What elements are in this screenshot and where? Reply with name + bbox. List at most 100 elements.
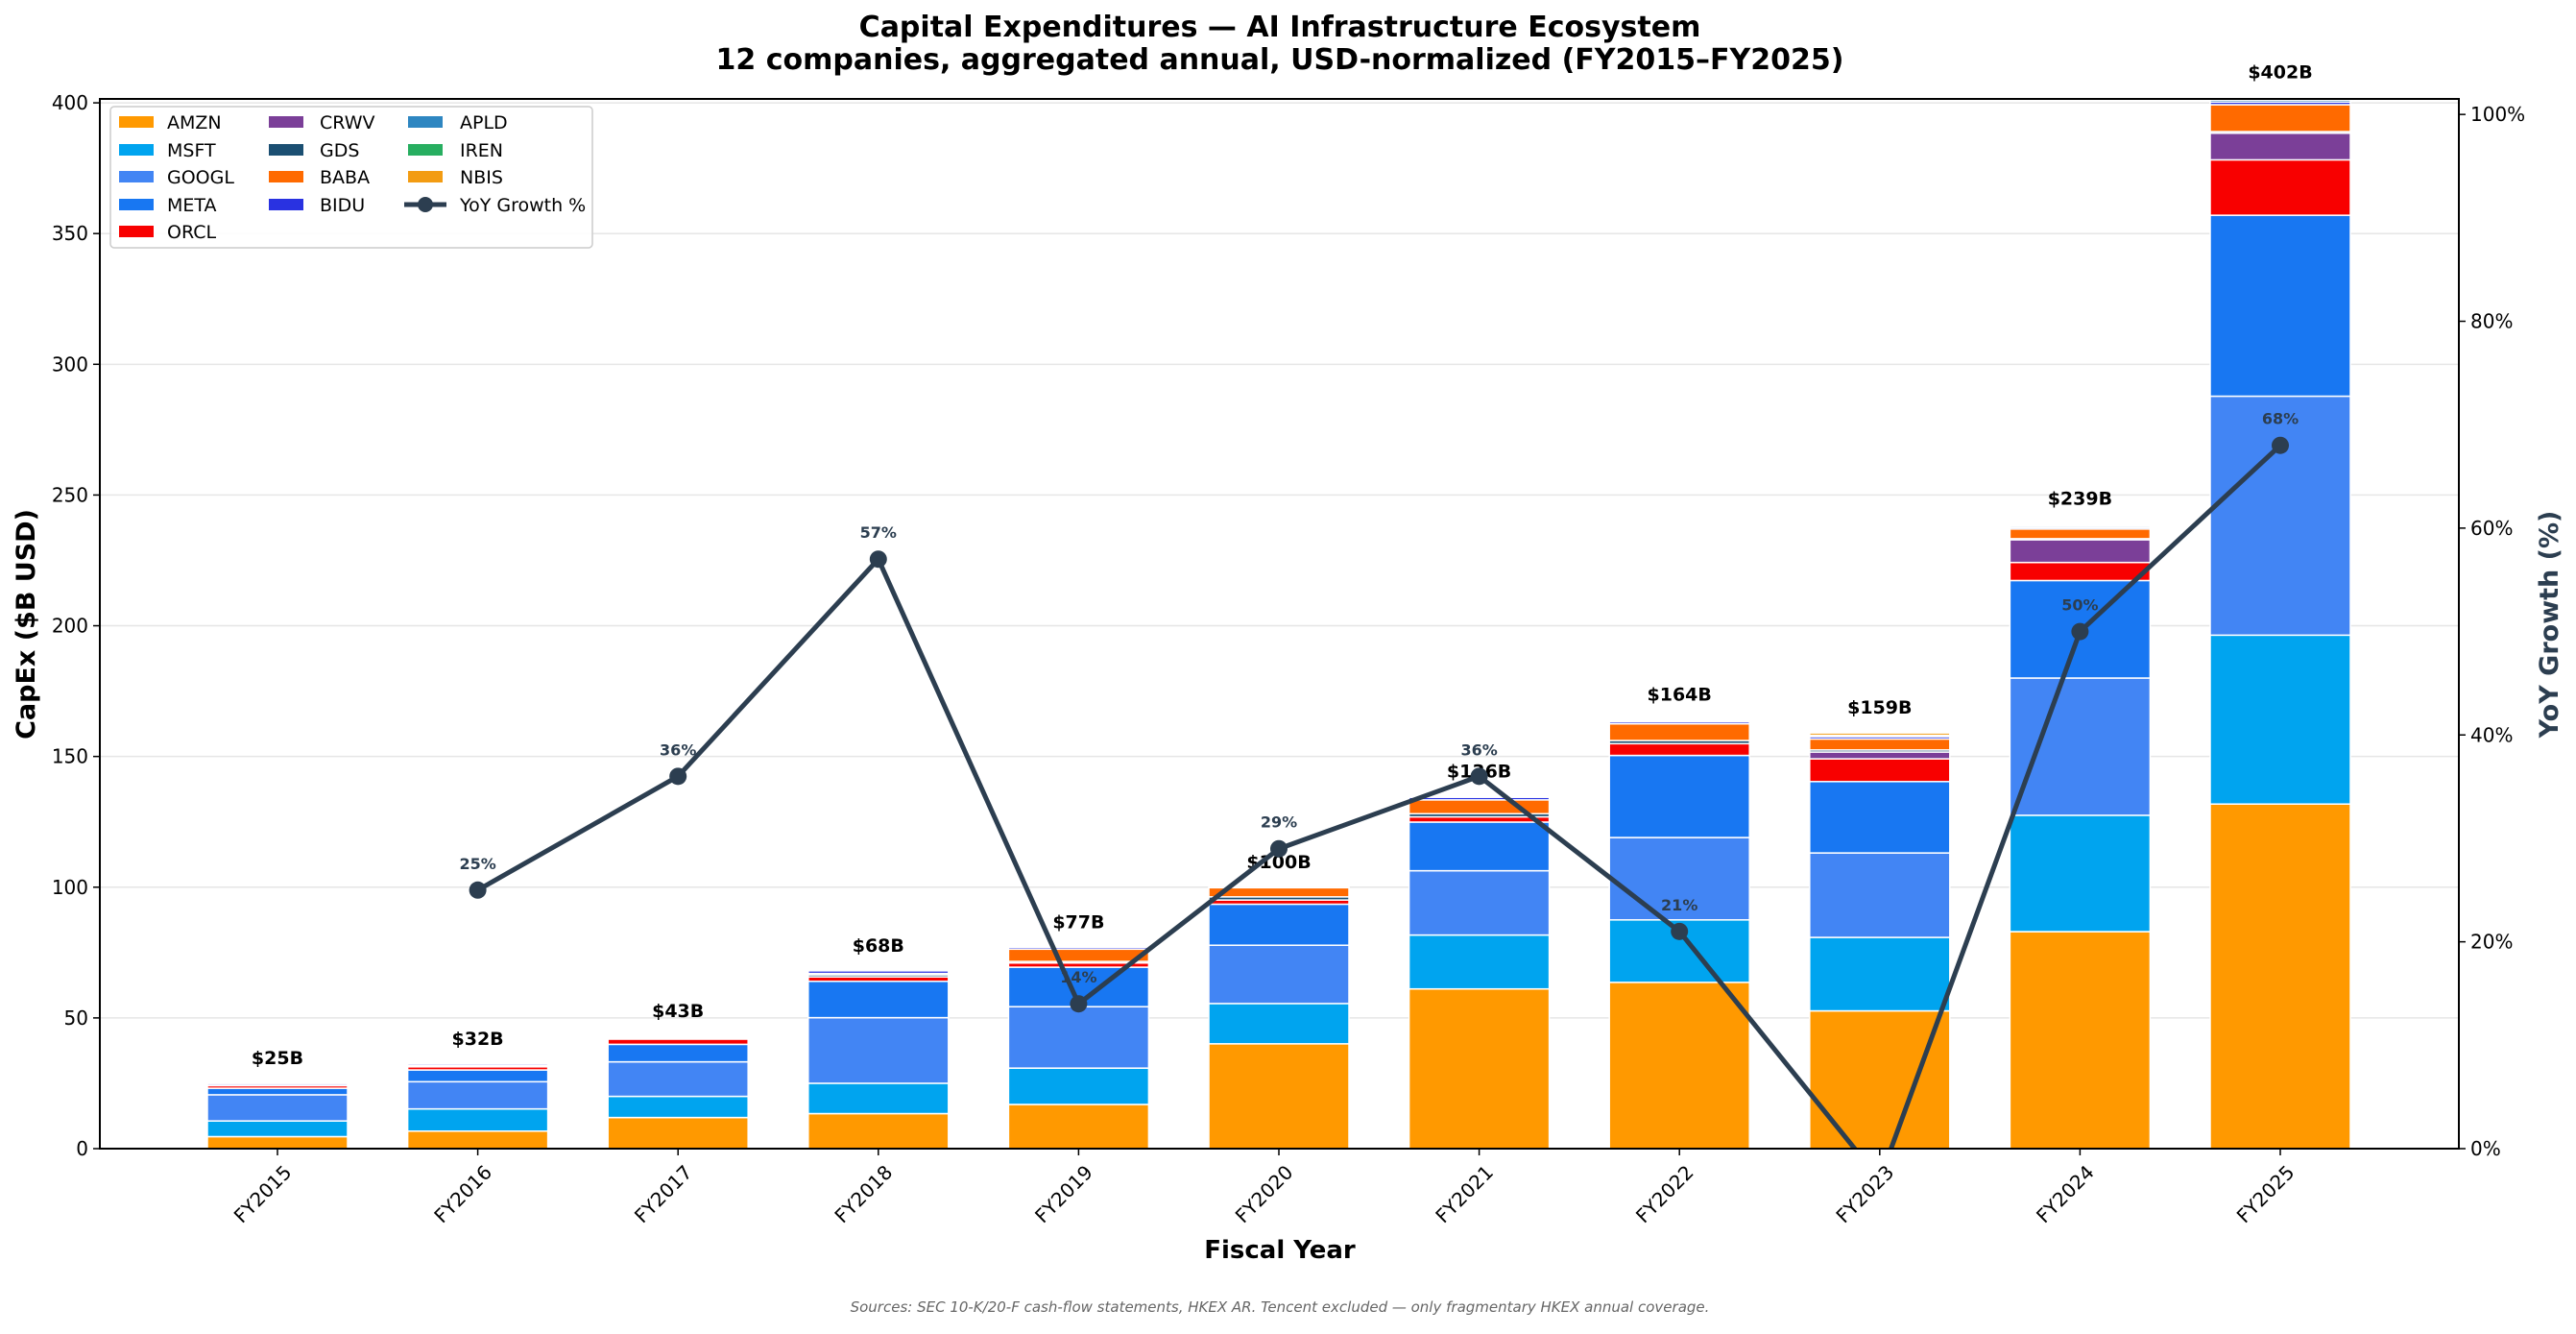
total-label: $77B (1052, 911, 1104, 933)
legend-label: YoY Growth % (459, 195, 586, 216)
bar-segment-orcl (1609, 743, 1749, 755)
yoy-point (1070, 995, 1087, 1012)
bar-segment-nbis (1810, 733, 1950, 735)
legend-label: BABA (320, 167, 370, 188)
y2-tick-label: 40% (2470, 723, 2513, 746)
bar-segment-googl (2210, 397, 2350, 636)
bar-segment-msft (1209, 1004, 1349, 1044)
legend-line-marker (418, 197, 433, 212)
x-tick-label: FY2025 (2232, 1160, 2299, 1227)
bar-segment-amzn (2210, 804, 2350, 1149)
yoy-label: 25% (459, 855, 495, 873)
bar-segment-amzn (808, 1114, 949, 1149)
bar-segment-crwv (2010, 540, 2150, 563)
bar-segment-amzn (1209, 1044, 1349, 1149)
chart-title: Capital Expenditures — AI Infrastructure… (859, 11, 1701, 44)
bar-segment-baba (1008, 949, 1148, 961)
y-axis-label: CapEx ($B USD) (12, 509, 41, 740)
yoy-label: 29% (1261, 813, 1297, 832)
bar-segment-googl (1209, 945, 1349, 1004)
total-label: $159B (1847, 697, 1912, 718)
bar-segment-crwv (2210, 133, 2350, 160)
bar-segment-msft (2010, 815, 2150, 932)
legend-swatch-msft (119, 144, 154, 156)
legend-label: APLD (460, 112, 508, 133)
bar-segment-msft (408, 1109, 548, 1131)
bar-segment-msft (2210, 635, 2350, 804)
bar-segment-msft (1008, 1068, 1148, 1104)
bar-segment-baba (2210, 105, 2350, 132)
bar-segment-bidu (1008, 947, 1148, 949)
legend-label: BIDU (320, 195, 365, 216)
y2-tick-label: 60% (2470, 517, 2513, 540)
bar-segment-nbis (1609, 720, 1749, 721)
bar-segment-meta (1810, 782, 1950, 853)
bar-segment-orcl (2010, 563, 2150, 581)
yoy-label: 50% (2061, 596, 2098, 615)
bar-segment-nbis (2010, 523, 2150, 524)
legend-swatch-apld (408, 116, 443, 128)
bar-segment-msft (207, 1121, 348, 1136)
bar-segment-meta (1409, 822, 1550, 871)
bar-segment-msft (608, 1097, 748, 1118)
bar-segment-googl (1008, 1007, 1148, 1068)
legend-label: MSFT (167, 140, 216, 161)
x-tick-label: FY2016 (429, 1160, 496, 1227)
bar-segment-meta (1209, 904, 1349, 945)
bar-segment-msft (1810, 937, 1950, 1010)
legend-label: IREN (460, 140, 503, 161)
total-label: $43B (652, 1001, 704, 1022)
bar-segment-amzn (608, 1118, 748, 1149)
legend-label: ORCL (167, 222, 216, 243)
legend-label: AMZN (167, 112, 222, 133)
x-tick-label: FY2020 (1231, 1160, 1298, 1227)
bar-segment-googl (1409, 871, 1550, 935)
legend-label: GDS (320, 140, 359, 161)
source-note: Sources: SEC 10-K/20-F cash-flow stateme… (851, 1298, 1710, 1316)
yoy-point (2272, 437, 2289, 454)
y-tick-label: 200 (52, 615, 88, 638)
x-tick-label: FY2022 (1631, 1160, 1698, 1227)
bar-segment-amzn (1609, 982, 1749, 1149)
yoy-label: 57% (860, 523, 897, 542)
chart-subtitle: 12 companies, aggregated annual, USD-nor… (716, 43, 1844, 77)
total-label: $164B (1648, 685, 1712, 706)
bar-segment-googl (408, 1081, 548, 1108)
yoy-label: 21% (1661, 896, 1697, 914)
bars (207, 98, 2350, 1149)
bar-segment-meta (1609, 756, 1749, 837)
legend-swatch-bidu (269, 199, 303, 210)
bar-segment-baba (1609, 724, 1749, 740)
legend-swatch-crwv (269, 116, 303, 128)
x-axis-label: Fiscal Year (1204, 1236, 1356, 1265)
yoy-label: 68% (2262, 410, 2299, 428)
y-tick-label: 400 (52, 91, 88, 114)
y2-axis-label: YoY Growth (%) (2535, 511, 2564, 740)
x-tick-label: FY2021 (1431, 1160, 1498, 1227)
yoy-point (669, 767, 686, 785)
x-tick-label: FY2018 (830, 1160, 897, 1227)
bar-segment-bidu (207, 1083, 348, 1085)
y-tick-label: 350 (52, 222, 88, 245)
total-label: $402B (2248, 62, 2312, 84)
legend-label: NBIS (460, 167, 503, 188)
bar-segment-amzn (408, 1131, 548, 1149)
bar-segment-msft (808, 1083, 949, 1114)
bar-segment-meta (2210, 215, 2350, 396)
bar-segment-amzn (207, 1136, 348, 1149)
total-label: $239B (2048, 488, 2112, 509)
yoy-label: 14% (1060, 968, 1096, 986)
legend-swatch-iren (408, 144, 443, 156)
bar-segment-crwv (1810, 752, 1950, 759)
bar-segment-msft (1409, 935, 1550, 989)
bar-segment-orcl (1409, 817, 1550, 822)
bar-segment-googl (2010, 678, 2150, 815)
bar-segment-meta (608, 1044, 748, 1061)
bar-segment-orcl (608, 1039, 748, 1044)
yoy-point (2071, 623, 2088, 641)
legend-swatch-meta (119, 199, 154, 210)
x-tick-label: FY2017 (630, 1160, 697, 1227)
bar-segment-baba (1810, 739, 1950, 749)
bar-segment-meta (808, 982, 949, 1018)
bar-segment-bidu (608, 1036, 748, 1037)
